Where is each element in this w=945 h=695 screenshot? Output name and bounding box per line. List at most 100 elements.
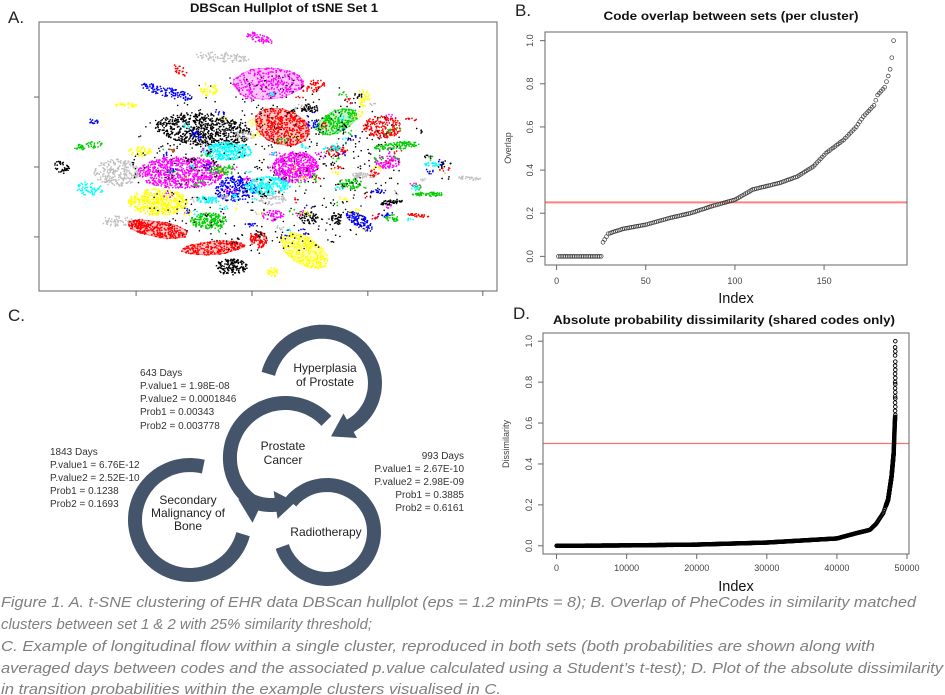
tsne-point [190,126,192,128]
tsne-point [270,67,273,69]
tsne-point [297,126,299,128]
tsne-point [298,131,301,134]
tsne-point [174,65,177,68]
tsne-point [223,190,225,193]
tsne-point [221,124,224,126]
tsne-point [206,113,209,116]
tsne-point [161,203,163,205]
tsne-point [222,60,225,63]
tsne-point [269,137,272,140]
tsne-point [146,191,149,194]
tsne-point [77,144,80,147]
tsne-point [153,184,156,186]
tsne-point [289,87,292,90]
tsne-point [204,120,207,123]
tsne-point [278,126,281,129]
tsne-point [283,135,286,137]
tsne-point [157,183,159,186]
tsne-point [308,128,310,131]
tsne-point [238,141,240,143]
tsne-point [189,143,192,145]
tsne-point [158,210,161,213]
tsne-point [272,131,274,134]
tsne-point [321,127,324,130]
tsne-point [253,88,255,90]
tsne-point [208,124,211,127]
tsne-point [169,210,172,213]
tsne-point [298,124,300,127]
tsne-point [148,194,151,196]
tsne-point [270,71,273,73]
tsne-point [207,129,210,132]
tsne-point [235,141,237,144]
tsne-point [261,118,263,121]
tsne-point [162,181,164,184]
tsne-point [170,126,172,129]
tsne-point [213,86,216,88]
tsne-point [127,160,130,162]
tsne-point [84,181,87,183]
tsne-point [267,84,270,87]
tsne-point [235,59,238,62]
tsne-point [219,135,222,137]
tsne-point [160,185,163,187]
tsne-point [62,163,64,166]
tsne-point [300,169,303,172]
tsne-point [245,129,248,132]
tsne-point [275,74,277,76]
tsne-point [165,119,167,122]
tsne-point [272,135,275,138]
tsne-point [289,138,292,140]
tsne-point [311,158,314,161]
tsne-point [157,175,160,177]
tsne-point [304,158,307,161]
tsne-point [238,149,241,151]
tsne-point [238,90,241,92]
tsne-point [294,181,297,184]
tsne-point [201,116,204,119]
tsne-point [122,177,124,180]
tsne-point [290,158,293,161]
tsne-point [323,117,326,120]
tsne-point [305,173,308,176]
tsne-point [185,71,188,74]
tsne-point [196,127,199,129]
tsne-point [238,145,241,147]
tsne-point [212,55,214,58]
tsne-point [348,111,350,114]
tsne-point [396,120,399,122]
tsne-point [165,164,168,167]
tsne-point [91,188,94,190]
tsne-point [185,205,188,208]
tsne-point [177,131,180,134]
tsne-point [294,115,297,117]
tsne-point [231,119,234,121]
tsne-point [135,176,138,179]
tsne-point [221,121,223,124]
tsne-point [294,116,296,119]
tsne-point [176,206,179,208]
tsne-point [146,180,148,182]
tsne-point [275,174,277,176]
tsne-point [284,153,287,155]
tsne-point [267,119,270,121]
tsne-point [217,131,220,134]
tsne-point [225,138,228,140]
tsne-point [146,206,149,208]
tsne-point [128,199,131,202]
tsne-point [166,183,169,186]
tsne-point [184,183,187,186]
tsne-point [172,199,175,201]
tsne-point [297,131,300,134]
tsne-point [188,162,191,165]
tsne-point [198,113,201,116]
tsne-point [220,142,223,145]
tsne-point [209,55,211,58]
tsne-point [114,162,116,165]
tsne-point [238,126,241,128]
tsne-point [176,183,178,186]
tsne-point [381,116,384,118]
tsne-point [226,119,228,122]
tsne-point [285,157,288,159]
tsne-point [226,150,229,153]
